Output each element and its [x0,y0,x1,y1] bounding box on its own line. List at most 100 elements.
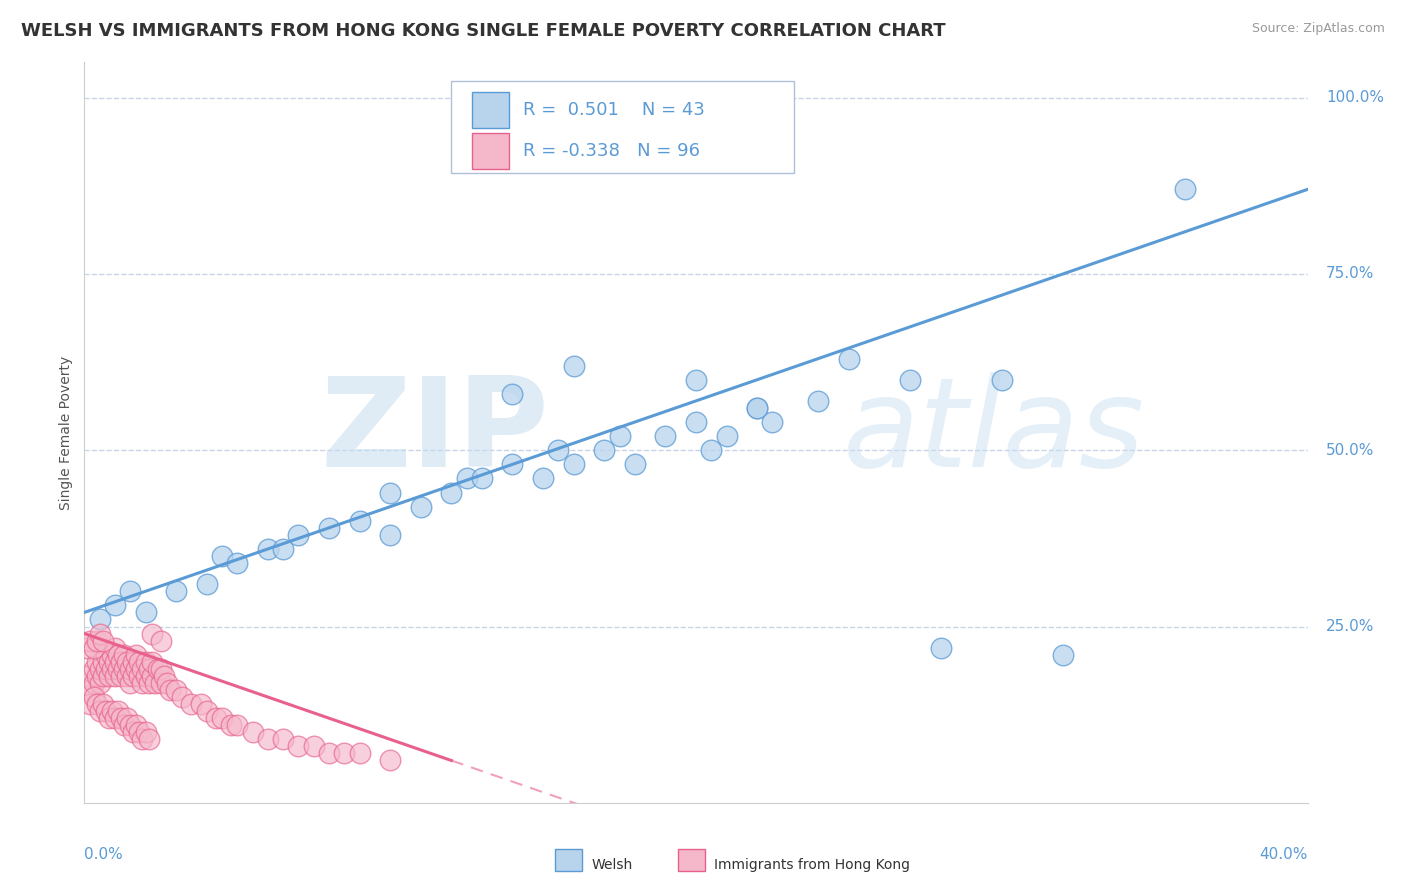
Text: R =  0.501    N = 43: R = 0.501 N = 43 [523,101,706,120]
Point [97,655,120,669]
Point [838,351,860,366]
Point [929,640,952,655]
Point [112,718,135,732]
Point [547,443,569,458]
Text: 50.0%: 50.0% [1326,442,1374,458]
Point [79,683,101,698]
Point [440,485,463,500]
Point [211,549,233,563]
Point [86,697,108,711]
Point [110,711,132,725]
Point [333,747,356,761]
Point [94,648,117,662]
Point [747,401,769,415]
FancyBboxPatch shape [472,93,509,128]
Point [165,584,187,599]
Point [135,655,157,669]
Text: ZIP: ZIP [321,372,550,493]
FancyBboxPatch shape [472,133,509,169]
Point [195,704,218,718]
Point [101,648,124,662]
Point [131,732,153,747]
Point [219,718,242,732]
Point [94,704,117,718]
Point [97,669,120,683]
Point [128,669,150,683]
Point [135,725,157,739]
Point [211,711,233,725]
Point [86,655,108,669]
Point [747,401,769,415]
Point [143,676,166,690]
Point [94,662,117,676]
Point [91,669,114,683]
Text: 0.0%: 0.0% [84,847,124,863]
Point [104,669,127,683]
Point [562,359,585,373]
Point [125,662,148,676]
Point [76,640,98,655]
Text: 25.0%: 25.0% [1326,619,1374,634]
Point [122,725,145,739]
FancyBboxPatch shape [451,81,794,173]
Text: Source: ZipAtlas.com: Source: ZipAtlas.com [1251,22,1385,36]
Point [531,471,554,485]
Point [112,662,135,676]
Point [115,711,138,725]
Point [104,599,127,613]
Point [120,662,142,676]
Point [287,739,309,754]
Point [86,669,108,683]
Point [89,662,111,676]
Point [149,633,172,648]
Point [242,725,264,739]
Text: R = -0.338   N = 96: R = -0.338 N = 96 [523,142,700,160]
Point [135,669,157,683]
Point [89,626,111,640]
Point [302,739,325,754]
Point [107,648,129,662]
Point [128,725,150,739]
Point [609,429,631,443]
Point [409,500,432,514]
Point [318,521,340,535]
Point [1174,182,1197,196]
Point [120,718,142,732]
Point [86,633,108,648]
Point [83,676,105,690]
Point [271,541,294,556]
Point [125,718,148,732]
Point [83,640,105,655]
Point [380,754,402,768]
Point [271,732,294,747]
Point [562,458,585,472]
Point [76,669,98,683]
Point [149,662,172,676]
Point [91,697,114,711]
Point [138,732,160,747]
Point [149,676,172,690]
Point [226,718,249,732]
Point [700,443,723,458]
Point [349,747,371,761]
Point [120,676,142,690]
Point [79,633,101,648]
Point [205,711,228,725]
Point [349,514,371,528]
Point [107,662,129,676]
Point [318,747,340,761]
Point [131,676,153,690]
Point [141,669,163,683]
Point [83,690,105,704]
Point [83,662,105,676]
Text: atlas: atlas [842,372,1144,493]
Point [257,541,280,556]
Point [502,387,524,401]
Point [761,415,783,429]
Point [471,471,494,485]
Point [141,626,163,640]
Point [257,732,280,747]
Point [110,669,132,683]
Point [89,676,111,690]
Text: 40.0%: 40.0% [1260,847,1308,863]
